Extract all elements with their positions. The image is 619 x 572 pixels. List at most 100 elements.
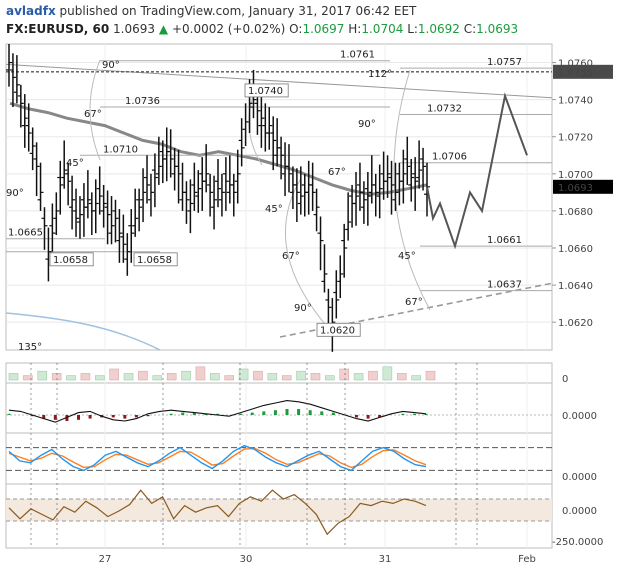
volume-bar	[152, 375, 163, 381]
volume-bar	[411, 375, 421, 381]
fib-level-label: 1.0706	[432, 152, 467, 163]
fib-level-label: 1.0658	[137, 255, 172, 266]
macd-panel	[5, 382, 553, 434]
fib-level-label: 1.0658	[53, 255, 88, 266]
volume-bar	[368, 370, 378, 381]
low-label: L:	[407, 22, 418, 36]
fib-level-label: 1.0710	[103, 144, 138, 155]
swing-point-box	[133, 252, 178, 267]
volume-bar	[210, 373, 220, 381]
volume-bar	[94, 375, 105, 381]
x-tick-label: 30	[240, 554, 253, 565]
stochastic-panel	[5, 432, 553, 485]
volume-bar	[51, 373, 62, 381]
volume-bar	[425, 370, 436, 381]
fib-level-label: 1.0736	[125, 96, 160, 107]
price-marker-label: 1.0693	[558, 183, 593, 194]
volume-axis-label: 0	[562, 374, 568, 385]
price-axis-label: 1.0760	[558, 59, 593, 70]
volume-bar	[195, 366, 206, 381]
fan-angle-label: 67°	[84, 109, 102, 120]
change-value: +0.0002 (+0.02%)	[171, 22, 286, 36]
publish-line: avladfx published on TradingView.com, Ja…	[6, 4, 416, 18]
volume-bar	[66, 375, 76, 381]
fan-angle-label: 45°	[398, 251, 416, 262]
fan-angle-label: 90°	[294, 303, 312, 314]
high-label: H:	[348, 22, 362, 36]
close-label: C:	[463, 22, 477, 36]
up-arrow-icon: ▲	[158, 22, 169, 36]
volume-bar	[23, 375, 33, 381]
volume-bar	[382, 366, 393, 381]
price-marker-label: 1.0755	[558, 68, 593, 79]
fan-angle-label: 90°	[6, 188, 24, 199]
trend-line-lower	[279, 282, 553, 338]
volume-bar	[396, 373, 407, 381]
volume-bar	[267, 373, 278, 381]
x-tick-label: Feb	[518, 554, 536, 565]
cci-axis-label: 0.0000	[562, 506, 597, 517]
fan-angle-label: 112°	[368, 69, 392, 80]
price-axis-label: 1.0620	[558, 318, 593, 329]
last-price: 1.0693	[113, 22, 156, 36]
close-value: 1.0693	[476, 22, 519, 36]
cci-line	[8, 489, 427, 536]
cci-band	[6, 499, 552, 521]
volume-bar	[310, 373, 321, 381]
author-link[interactable]: avladfx	[6, 4, 56, 18]
volume-bar	[37, 370, 48, 381]
fib-level-label: 1.0732	[427, 103, 462, 114]
moving-average-line	[9, 101, 428, 196]
volume-bar	[8, 373, 19, 381]
fib-level-label: 1.0740	[248, 86, 283, 97]
volume-bar	[353, 373, 364, 381]
volume-bar	[281, 375, 292, 381]
volume-bar	[166, 373, 177, 381]
price-axis-label: 1.0720	[558, 133, 593, 144]
volume-bar	[109, 368, 119, 381]
fan-angle-label: 135°	[18, 342, 42, 353]
blue-curve-line	[5, 312, 161, 351]
volume-bar	[138, 370, 148, 381]
fan-angle-label: 45°	[66, 158, 84, 169]
fib-level-label: 1.0661	[487, 235, 522, 246]
open-label: O:	[289, 22, 303, 36]
swing-point-box	[49, 252, 94, 267]
swing-point-box	[316, 322, 361, 337]
swing-point-box	[244, 83, 289, 98]
x-tick-label: 31	[379, 554, 392, 565]
volume-bar	[123, 373, 134, 381]
symbol-label: FX:EURUSD, 60	[6, 22, 110, 36]
volume-bar	[339, 368, 350, 381]
macd-axis-label: 0.0000	[562, 411, 597, 422]
volume-bar	[80, 373, 91, 381]
stochastic-axis-label: 0.0000	[562, 472, 597, 483]
fib-arc-mid	[284, 179, 331, 331]
price-axis-label: 1.0680	[558, 207, 593, 218]
stochastic-k-line	[8, 444, 427, 472]
trend-line-upper	[5, 63, 553, 99]
fib-level-label: 1.0761	[340, 50, 375, 61]
projection-path	[426, 92, 528, 250]
fan-angle-label: 67°	[405, 297, 423, 308]
price-marker	[553, 179, 613, 194]
volume-bar	[325, 375, 335, 381]
fan-angle-label: 90°	[102, 60, 120, 71]
price-axis-label: 1.0640	[558, 281, 593, 292]
fib-arc-left	[89, 59, 101, 161]
low-value: 1.0692	[417, 22, 460, 36]
chart-header: avladfx published on TradingView.com, Ja…	[0, 0, 619, 44]
open-value: 1.0697	[302, 22, 345, 36]
volume-bar	[253, 370, 263, 381]
price-axis-label: 1.0660	[558, 244, 593, 255]
fan-angle-label: 67°	[282, 251, 300, 262]
cci-axis-label: -250.0000	[552, 537, 603, 548]
ohlc-line: FX:EURUSD, 60 1.0693 ▲ +0.0002 (+0.02%) …	[6, 22, 518, 36]
fan-angle-label: 67°	[328, 167, 346, 178]
fan-angle-label: 90°	[358, 119, 376, 130]
price-axis-label: 1.0700	[558, 170, 593, 181]
volume-bar	[296, 370, 306, 381]
volume-bar	[181, 370, 191, 381]
price-marker	[553, 64, 613, 79]
